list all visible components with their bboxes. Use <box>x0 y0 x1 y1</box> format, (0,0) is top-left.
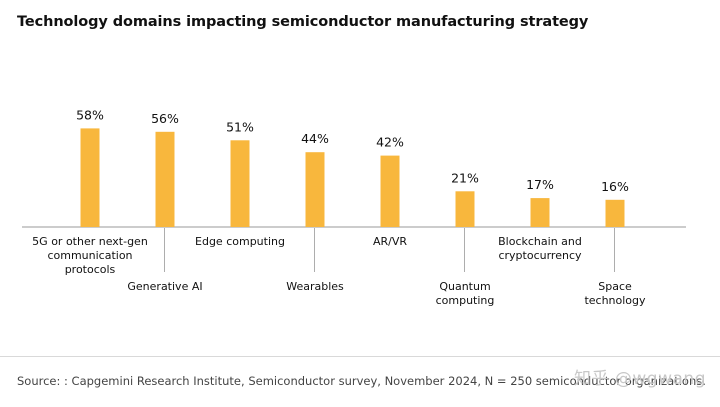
bar-6 <box>530 198 550 227</box>
value-label-2: 51% <box>226 119 254 134</box>
category-label-7-line-0: Space <box>598 280 632 293</box>
source-divider <box>0 356 720 357</box>
bar-4 <box>380 155 400 227</box>
category-label-7: Space technology <box>584 280 646 307</box>
value-label-0: 58% <box>76 107 104 122</box>
category-label-6: Blockchain and cryptocurrency <box>498 235 582 262</box>
category-label-0-line-0: 5G or other next-gen <box>32 235 148 248</box>
category-label-7-line-1: technology <box>584 294 646 307</box>
category-label-4: AR/VR <box>373 235 407 248</box>
category-label-2-line-0: Edge computing <box>195 235 285 248</box>
category-label-3-line-0: Wearables <box>286 280 344 293</box>
category-label-0-line-2: protocols <box>65 263 116 276</box>
axis-layer <box>22 226 686 272</box>
category-label-4-line-0: AR/VR <box>373 235 407 248</box>
category-label-6-line-0: Blockchain and <box>498 235 582 248</box>
bar-5 <box>455 191 475 227</box>
bar-chart: 58% 5G or other next-gen communication prot… <box>22 107 686 307</box>
bar-2 <box>230 140 250 227</box>
labels-layer: 58% 5G or other next-gen communication prot… <box>32 107 646 307</box>
value-label-5: 21% <box>451 170 479 185</box>
bars-layer <box>80 128 625 227</box>
value-label-6: 17% <box>526 177 554 192</box>
category-label-3: Wearables <box>286 280 344 293</box>
category-label-1-line-0: Generative AI <box>127 280 202 293</box>
category-label-2: Edge computing <box>195 235 285 248</box>
category-label-0-line-1: communication <box>47 249 132 262</box>
bar-1 <box>155 131 175 227</box>
category-label-1: Generative AI <box>127 280 202 293</box>
bar-3 <box>305 152 325 227</box>
category-label-5-line-1: computing <box>436 294 495 307</box>
value-label-1: 56% <box>151 111 179 126</box>
bar-0 <box>80 128 100 227</box>
value-label-7: 16% <box>601 179 629 194</box>
category-label-0: 5G or other next-gen communication protoco… <box>32 235 148 276</box>
value-label-4: 42% <box>376 135 404 150</box>
bar-7 <box>605 199 625 227</box>
category-label-5: Quantum computing <box>436 280 495 307</box>
watermark: 知乎 @wgwang <box>574 369 706 389</box>
category-label-5-line-0: Quantum <box>439 280 490 293</box>
chart-title: Technology domains impacting semiconduct… <box>17 14 589 30</box>
category-label-6-line-1: cryptocurrency <box>498 249 582 262</box>
value-label-3: 44% <box>301 131 329 146</box>
source-note: Source: : Capgemini Research Institute, … <box>17 374 706 388</box>
